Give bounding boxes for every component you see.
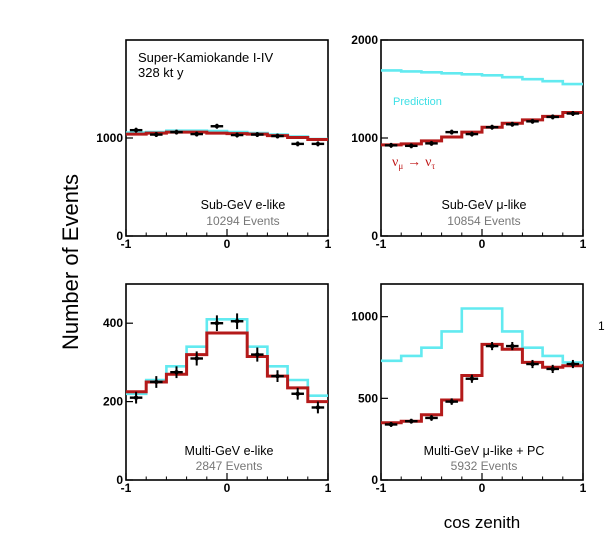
data-point bbox=[230, 313, 244, 330]
data-point bbox=[526, 118, 539, 124]
y-tick-label: 1000 bbox=[96, 131, 123, 145]
data-point bbox=[210, 123, 224, 129]
experiment-label: Super-Kamiokande I-IV bbox=[138, 50, 273, 65]
event-count: 2847 Events bbox=[196, 459, 263, 473]
data-point bbox=[271, 370, 284, 382]
data-point bbox=[150, 132, 163, 138]
data-point bbox=[485, 341, 499, 351]
fit-line bbox=[126, 331, 328, 404]
fit-line bbox=[381, 342, 583, 425]
y-axis-label: Number of Events bbox=[58, 174, 83, 350]
x-tick-label: 0 bbox=[224, 481, 231, 495]
y-tick-label: 400 bbox=[103, 316, 123, 330]
data-point bbox=[291, 141, 304, 147]
data-point bbox=[546, 114, 559, 120]
fit-line bbox=[381, 111, 583, 147]
exposure-label: 328 kt y bbox=[138, 65, 184, 80]
data-point bbox=[251, 347, 264, 362]
panel-title: Sub-GeV e-like bbox=[201, 198, 286, 212]
x-tick-label: -1 bbox=[376, 481, 387, 495]
data-point bbox=[546, 364, 559, 374]
data-point bbox=[291, 387, 304, 400]
event-count: 10854 Events bbox=[447, 214, 520, 228]
data-point bbox=[506, 341, 519, 351]
data-point bbox=[445, 129, 458, 135]
x-tick-label: 1 bbox=[580, 481, 587, 495]
data-point bbox=[465, 374, 479, 383]
y-tick-label: 1000 bbox=[351, 310, 378, 324]
x-tick-label: 0 bbox=[479, 481, 486, 495]
data-point bbox=[566, 359, 580, 369]
x-tick-label: 1 bbox=[325, 481, 332, 495]
x-axis-label: cos zenith bbox=[444, 513, 521, 532]
data-point bbox=[465, 131, 479, 137]
x-tick-label: -1 bbox=[121, 237, 132, 251]
data-point bbox=[566, 111, 580, 116]
data-point bbox=[190, 351, 203, 366]
event-count: 5932 Events bbox=[451, 459, 518, 473]
prediction-line bbox=[381, 307, 583, 364]
data-point bbox=[405, 143, 418, 149]
y-tick-label: 0 bbox=[116, 229, 123, 243]
y-tick-label: 500 bbox=[358, 391, 378, 405]
panel-title: Multi-GeV e-like bbox=[185, 444, 274, 458]
y-tick-label: 0 bbox=[371, 473, 378, 487]
data-point bbox=[445, 398, 458, 405]
prediction-label: Prediction bbox=[393, 96, 442, 108]
data-point bbox=[230, 132, 244, 138]
data-point bbox=[405, 418, 418, 424]
data-point bbox=[129, 391, 143, 404]
x-tick-label: -1 bbox=[376, 237, 387, 251]
data-point bbox=[150, 376, 163, 388]
panel-title: Sub-GeV μ-like bbox=[441, 198, 526, 212]
data-point bbox=[506, 121, 519, 127]
x-tick-label: 0 bbox=[224, 237, 231, 251]
data-point bbox=[425, 414, 438, 421]
data-point bbox=[485, 124, 499, 130]
panel-title: Multi-GeV μ-like + PC bbox=[424, 444, 545, 458]
data-point bbox=[425, 140, 438, 146]
x-tick-label: 0 bbox=[479, 237, 486, 251]
stray-mark: 1 bbox=[598, 319, 605, 333]
data-point bbox=[129, 127, 143, 133]
y-tick-label: 2000 bbox=[351, 33, 378, 47]
event-count: 10294 Events bbox=[206, 214, 279, 228]
data-point bbox=[311, 401, 325, 414]
x-tick-label: 1 bbox=[580, 237, 587, 251]
y-tick-label: 1000 bbox=[351, 131, 378, 145]
data-point bbox=[384, 142, 398, 148]
y-tick-label: 0 bbox=[116, 473, 123, 487]
data-point bbox=[526, 359, 539, 369]
data-point bbox=[210, 315, 224, 332]
x-tick-label: -1 bbox=[121, 481, 132, 495]
x-tick-label: 1 bbox=[325, 237, 332, 251]
data-point bbox=[384, 422, 398, 427]
data-point bbox=[271, 133, 284, 139]
prediction-line bbox=[381, 69, 583, 86]
y-tick-label: 200 bbox=[103, 395, 123, 409]
oscillation-label: νμ → ντ bbox=[392, 155, 436, 171]
data-point bbox=[170, 366, 183, 379]
y-tick-label: 0 bbox=[371, 229, 378, 243]
data-point bbox=[311, 141, 325, 147]
data-point bbox=[190, 131, 203, 137]
data-point bbox=[251, 132, 264, 138]
data-point bbox=[170, 129, 183, 135]
fit-line bbox=[126, 130, 328, 141]
